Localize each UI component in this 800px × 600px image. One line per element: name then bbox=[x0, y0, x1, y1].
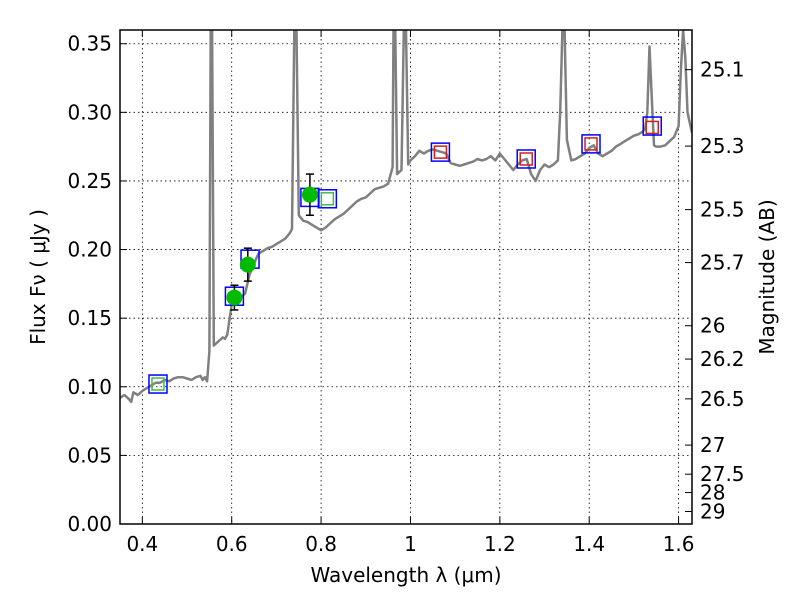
measured-data-point bbox=[226, 289, 243, 306]
x-tick-label: 1.6 bbox=[663, 532, 695, 556]
model-photometry-square-red bbox=[645, 120, 659, 135]
measured-data-point bbox=[239, 256, 256, 273]
model-photometry-square-blue bbox=[516, 149, 536, 169]
x-tick-label: 1.2 bbox=[484, 532, 516, 556]
y-axis-title: Flux Fν ( μJy ) bbox=[26, 209, 50, 345]
series-layer bbox=[120, 30, 692, 404]
model-photometry-square-red bbox=[584, 137, 598, 151]
x-tick-label: 0.8 bbox=[305, 532, 337, 556]
y-tick-label: 0.20 bbox=[67, 238, 112, 262]
y-tick-label: 0.35 bbox=[67, 32, 112, 56]
measured-data-point bbox=[301, 186, 318, 203]
y2-tick-label: 27.5 bbox=[700, 462, 745, 486]
y2-tick-label: 25.5 bbox=[700, 198, 745, 222]
y-axis: 0.00 0.05 0.10 0.15 0.20 0.25 0.30 0.35 bbox=[67, 32, 127, 536]
y2-tick-label: 26.2 bbox=[700, 347, 745, 371]
x-tick-label: 1 bbox=[404, 532, 417, 556]
x-axis: 0.4 0.6 0.8 1 1.2 1.4 1.6 bbox=[126, 30, 695, 556]
y-tick-label: 0.15 bbox=[67, 306, 112, 330]
model-photometry-square-green bbox=[320, 192, 335, 206]
y2-tick-label: 25.1 bbox=[700, 58, 745, 82]
model-photometry-square-blue bbox=[317, 189, 338, 209]
y2-tick-label: 25.7 bbox=[700, 251, 745, 275]
model-photometry-square-red bbox=[433, 145, 448, 159]
y2-tick-label: 29 bbox=[700, 500, 725, 524]
y2-tick-label: 26 bbox=[700, 314, 725, 338]
y-tick-label: 0.25 bbox=[67, 169, 112, 193]
x-axis-title: Wavelength λ (μm) bbox=[310, 563, 501, 587]
x-tick-label: 0.6 bbox=[216, 532, 248, 556]
y2-tick-label: 27 bbox=[700, 433, 725, 457]
model-photometry-square-blue bbox=[148, 374, 168, 394]
y2-tick-label: 26.5 bbox=[700, 387, 745, 411]
y2-tick-label: 25.3 bbox=[700, 134, 745, 158]
x-tick-label: 1.4 bbox=[573, 532, 605, 556]
x-tick-label: 0.4 bbox=[126, 532, 158, 556]
y-tick-label: 0.00 bbox=[67, 512, 112, 536]
y-tick-label: 0.05 bbox=[67, 443, 112, 467]
model-photometry-square-blue bbox=[430, 142, 451, 162]
model-photometry-square-blue bbox=[642, 116, 662, 136]
y-tick-label: 0.30 bbox=[67, 100, 112, 124]
y-tick-label: 0.10 bbox=[67, 375, 112, 399]
plot-frame bbox=[119, 29, 693, 525]
model-photometry-square-blue bbox=[581, 134, 601, 154]
model-spectrum-line bbox=[120, 30, 692, 404]
y2-axis-title: Magnitude (AB) bbox=[755, 199, 779, 354]
y2-tick-label: 28 bbox=[700, 481, 725, 505]
model-photometry-square-green bbox=[151, 377, 165, 391]
model-photometry-square-red bbox=[519, 152, 533, 166]
